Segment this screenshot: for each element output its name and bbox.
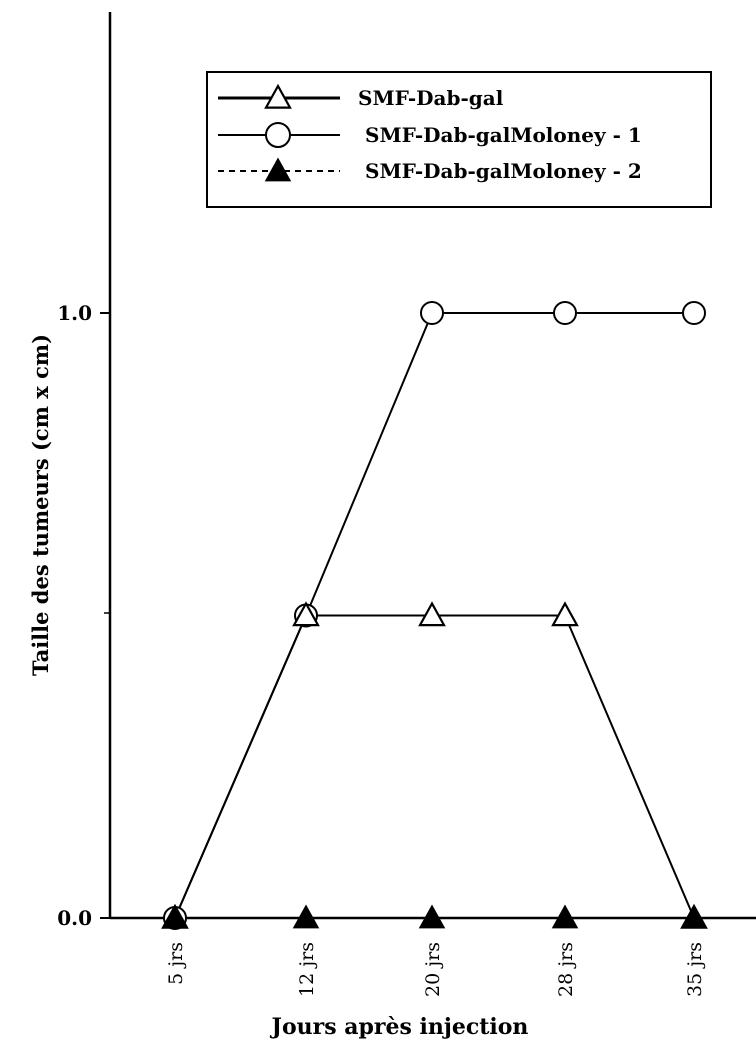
legend: SMF-Dab-gal SMF-Dab-galMoloney - 1 SMF-Dab… (206, 71, 712, 208)
legend-marker (264, 83, 292, 109)
series-line (174, 614, 695, 919)
x-tick-label: 35 jrs (684, 942, 706, 997)
data-point (418, 601, 446, 627)
y-tick-label: 0.0 (57, 906, 92, 930)
data-point (292, 601, 320, 627)
legend-box (206, 71, 712, 208)
x-ticks: 5 jrs 12 jrs 20 jrs 28 jrs 35 jrs (165, 918, 706, 997)
x-tick-label: 28 jrs (555, 942, 577, 997)
y-axis-label: Taille des tumeurs (cm x cm) (28, 334, 53, 676)
y-ticks: 0.0 1.0 (57, 301, 110, 930)
data-point (420, 301, 444, 325)
data-point (551, 601, 579, 627)
data-point (682, 301, 706, 325)
legend-label: SMF-Dab-galMoloney - 1 (365, 123, 642, 147)
x-tick-label: 20 jrs (422, 942, 444, 997)
data-point (292, 904, 320, 929)
y-tick-label: 1.0 (57, 301, 92, 325)
legend-marker (264, 157, 292, 182)
legend-label: SMF-Dab-galMoloney - 2 (365, 159, 642, 183)
legend-label: SMF-Dab-gal (358, 86, 504, 110)
x-tick-label: 12 jrs (296, 942, 318, 997)
data-point (680, 904, 708, 929)
data-point (551, 904, 579, 929)
legend-marker (265, 122, 291, 148)
series-markers (161, 301, 708, 930)
data-point (418, 904, 446, 929)
data-point (553, 301, 577, 325)
x-tick-label: 5 jrs (165, 942, 187, 985)
data-point (161, 904, 189, 929)
x-axis-label: Jours après injection (270, 1014, 529, 1040)
